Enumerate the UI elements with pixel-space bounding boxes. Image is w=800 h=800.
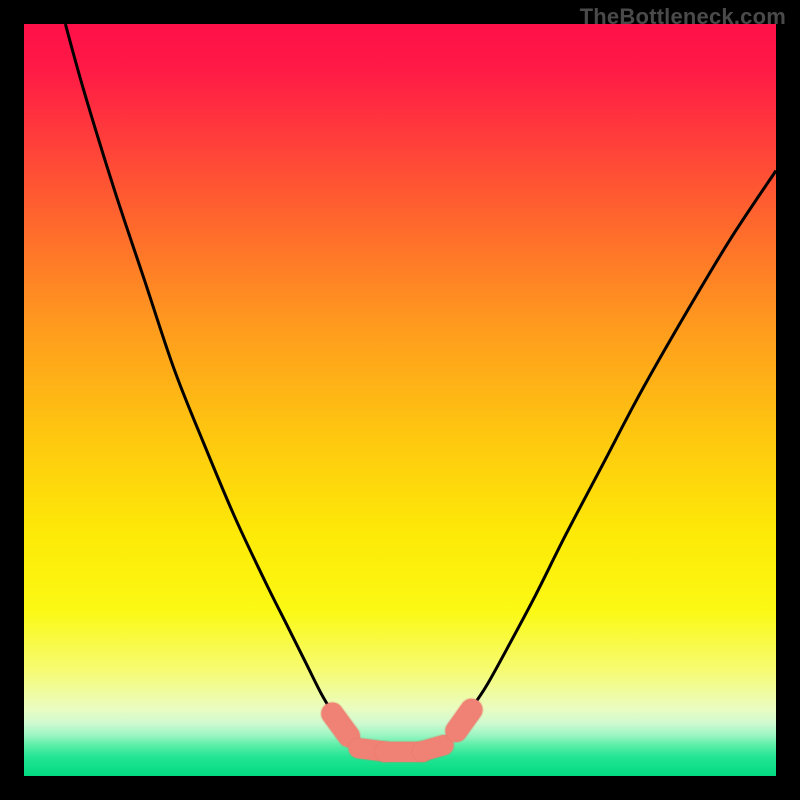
watermark-text: TheBottleneck.com [580, 4, 786, 30]
plot-background [24, 24, 776, 776]
bottleneck-chart [0, 0, 800, 800]
